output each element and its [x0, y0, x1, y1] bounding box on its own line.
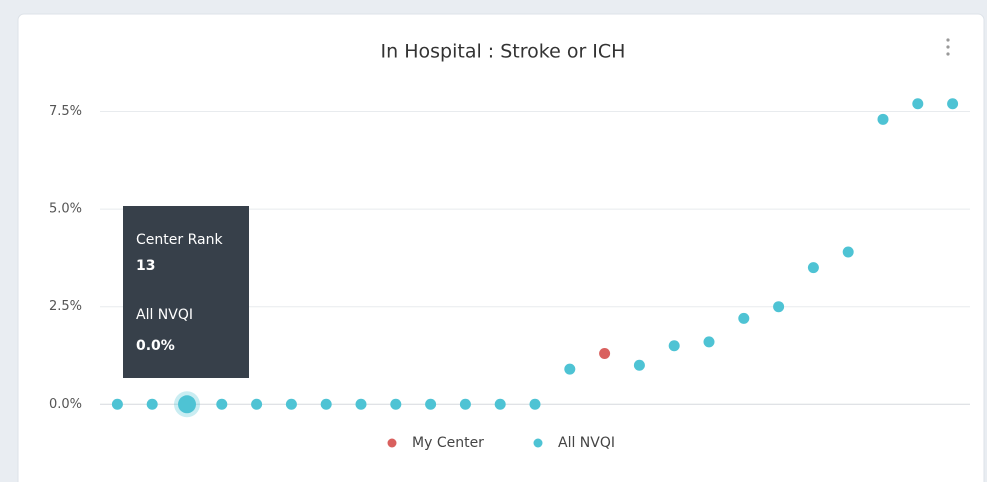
- menu-dot: [946, 45, 950, 49]
- point: [320, 398, 332, 410]
- legend-marker: [387, 438, 397, 448]
- point: [146, 398, 158, 410]
- point: [947, 98, 959, 110]
- point: [216, 398, 228, 410]
- point: [668, 340, 680, 352]
- point: [178, 395, 196, 414]
- point: [912, 98, 924, 110]
- menu-dot: [946, 38, 950, 42]
- point: [285, 398, 297, 410]
- legend-label: My Center: [412, 435, 484, 451]
- point: [738, 312, 750, 324]
- point: [807, 262, 819, 274]
- point: [877, 113, 889, 125]
- point: [251, 398, 263, 410]
- y-tick-label: 2.5%: [49, 299, 82, 314]
- point: [494, 398, 506, 410]
- tooltip-title: Center Rank: [136, 232, 223, 248]
- tooltip-series: All NVQI: [136, 307, 193, 323]
- menu-dot: [946, 52, 950, 56]
- point: [459, 398, 471, 410]
- tooltip: [123, 206, 249, 378]
- point: [425, 398, 437, 410]
- tooltip-rank: 13: [136, 258, 155, 274]
- chart-title: In Hospital : Stroke or ICH: [381, 41, 626, 63]
- point: [773, 301, 785, 313]
- y-tick-label: 5.0%: [49, 202, 82, 217]
- point: [703, 336, 715, 348]
- tooltip-value: 0.0%: [136, 338, 175, 354]
- y-tick-label: 7.5%: [49, 104, 82, 119]
- legend-label: All NVQI: [558, 435, 615, 451]
- point: [842, 246, 854, 258]
- point: [529, 398, 541, 410]
- point: [599, 348, 611, 360]
- point: [633, 359, 645, 371]
- point: [355, 398, 367, 410]
- menu-icon[interactable]: [946, 38, 950, 56]
- y-tick-label: 0.0%: [49, 397, 82, 412]
- point: [390, 398, 402, 410]
- legend-marker: [533, 438, 543, 448]
- card: [17, 13, 985, 482]
- point: [111, 398, 123, 410]
- point: [564, 363, 576, 375]
